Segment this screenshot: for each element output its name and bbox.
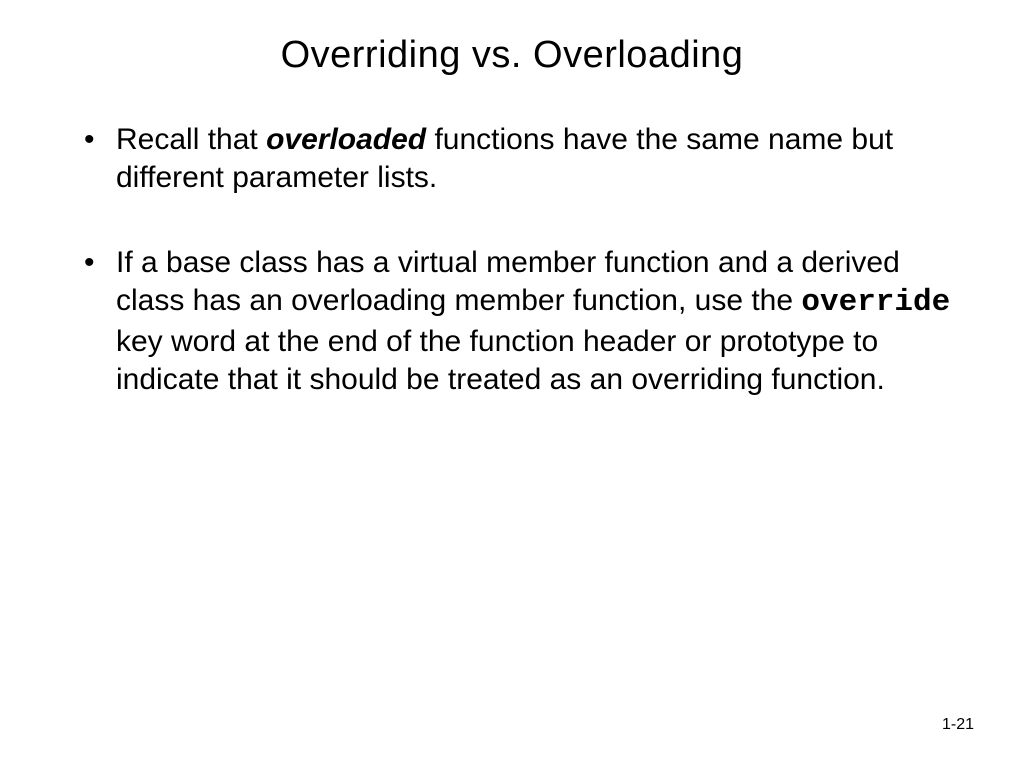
page-number: 1-21 [942, 716, 974, 734]
bullet-code: override [801, 285, 950, 320]
bullet-list: Recall that overloaded functions have th… [60, 121, 964, 400]
bullet-text-pre: Recall that [116, 123, 266, 156]
bullet-text-post: key word at the end of the function head… [116, 325, 885, 396]
bullet-text-pre: If a base class has a virtual member fun… [116, 246, 900, 317]
bullet-item: If a base class has a virtual member fun… [84, 244, 964, 400]
bullet-emphasis: overloaded [266, 123, 426, 156]
slide-title: Overriding vs. Overloading [60, 34, 964, 77]
slide: Overriding vs. Overloading Recall that o… [0, 0, 1024, 768]
bullet-item: Recall that overloaded functions have th… [84, 121, 964, 198]
